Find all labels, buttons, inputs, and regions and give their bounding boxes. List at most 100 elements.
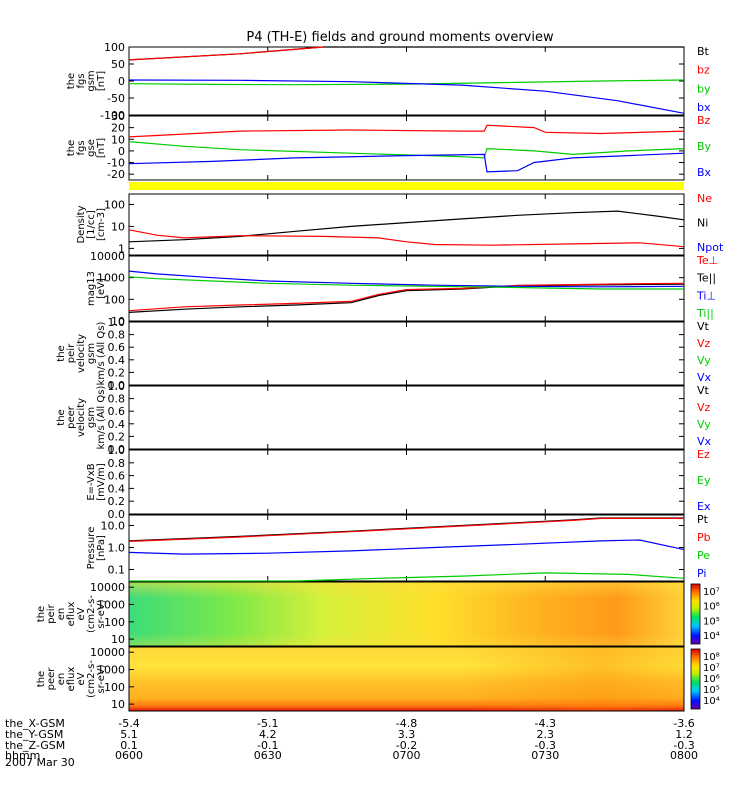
y-axis-label-line: the (36, 606, 47, 622)
y-axis-label-line: (cm2-s- (86, 660, 97, 698)
x-axis-value: 5.1 (120, 728, 138, 741)
y-tick-label: 0.8 (108, 393, 126, 406)
colorbar-tick-label: 10⁵ (703, 616, 720, 627)
y-axis-label-line: en (56, 673, 67, 686)
panel-mag: 10000 1000 100 10 mag13 [eV] Te⊥ Te|| Ti⊥ Ti|| (86, 250, 718, 328)
y-axis-label-line: fgs (76, 73, 87, 88)
x-axis-row: the_Z-GSM 0.1 -0.1 -0.2 -0.3 -0.3 (5, 739, 695, 752)
series-line (128, 270, 685, 288)
colorbar-tick-label: 10⁷ (703, 587, 720, 598)
y-tick-label: 100 (104, 198, 125, 211)
series-line (128, 79, 685, 86)
y-tick-label: 0.0 (108, 443, 126, 456)
legend-item: Npot (697, 241, 724, 254)
y-tick-label: -100 (100, 109, 125, 122)
y-tick-label: 30 (111, 110, 125, 123)
x-axis-value: -4.3 (535, 717, 556, 730)
y-axis-label-line: fgs (76, 140, 87, 155)
colorbar-tick-label: 10⁵ (703, 685, 720, 696)
y-tick-label: 0.6 (108, 341, 126, 354)
x-axis-value: -3.6 (673, 717, 694, 730)
y-tick-label: 100 (104, 41, 125, 54)
y-tick-label: 10000 (90, 250, 125, 263)
y-tick-label: 0.0 (108, 508, 126, 521)
legend-item: Vx (697, 371, 712, 384)
y-tick-label: 0.8 (108, 329, 126, 342)
x-axis-value: -0.2 (396, 739, 417, 752)
y-tick-label: 0.8 (108, 457, 126, 470)
y-tick-label: 50 (111, 58, 125, 71)
legend-item: Te⊥ (696, 254, 718, 267)
chart-title: P4 (TH-E) fields and ground moments over… (246, 30, 554, 45)
x-axis-row-label: hhmm (5, 749, 40, 762)
y-axis-label-line: [nT] (96, 138, 107, 158)
legend-item: Ni (697, 217, 708, 230)
x-axis-value: 3.3 (398, 728, 416, 741)
y-tick-label: 0.4 (108, 354, 126, 367)
y-axis-label-line: eflux (66, 602, 77, 627)
y-axis-label-line: peer (66, 405, 77, 429)
y-axis-label-line: peer (46, 667, 57, 691)
y-tick-label: 0.6 (108, 405, 126, 418)
series-line (128, 124, 685, 138)
date-label: 2007 Mar 30 (5, 756, 75, 769)
y-axis-label-line: mag13 (86, 271, 97, 306)
y-axis-label-line: eflux (66, 667, 77, 692)
y-axis-label-line: [nT] (96, 71, 107, 91)
legend-item: Vt (697, 384, 710, 397)
legend-item: Vx (697, 435, 712, 448)
y-axis-label-line: the (66, 140, 77, 156)
x-axis-row: hhmm 0600 0630 0700 0730 0800 (5, 749, 698, 762)
x-axis-value: -0.3 (673, 739, 694, 752)
x-axis-value: 1.2 (675, 728, 693, 741)
y-tick-label: 10 (111, 220, 125, 233)
y-axis-label-line: velocity (76, 398, 87, 437)
x-axis-value: 0730 (531, 749, 559, 762)
y-axis-label-line: (cm2-s- (86, 595, 97, 633)
panel-frame (128, 514, 685, 582)
y-axis-label-line: Pressure (86, 527, 97, 570)
panel-pressure: 10.0 1.0 0.1 Pressure [nPa] Pt Pb Pe Pi (86, 513, 711, 582)
series-line (128, 517, 684, 542)
y-tick-label: -10 (107, 157, 125, 170)
y-tick-label: 0.2 (108, 366, 126, 379)
series-line (128, 283, 685, 313)
y-tick-label: -20 (107, 168, 125, 181)
y-axis-label-line: [nPa] (96, 535, 107, 561)
legend-item: By (697, 140, 712, 153)
legend-item: Vy (697, 354, 711, 367)
x-axis-value: -4.8 (396, 717, 417, 730)
y-tick-label: 1000 (97, 664, 125, 677)
y-axis-label-line: the (36, 671, 47, 687)
legend-item: Ez (697, 448, 710, 461)
y-axis-label-line: Density (76, 205, 87, 243)
x-axis-value: 2.3 (537, 728, 555, 741)
y-tick-label: 10000 (90, 646, 125, 659)
legend-item: Ti⊥ (696, 289, 716, 302)
y-tick-label: 1 (118, 242, 125, 255)
y-tick-label: 1.0 (108, 380, 126, 393)
y-tick-label: 0.2 (108, 495, 126, 508)
y-axis-label-line: [cm-3] (96, 208, 107, 241)
y-axis-label-line: gse (86, 139, 97, 157)
legend-item: Ne (697, 192, 712, 205)
y-tick-label: 1.0 (108, 541, 126, 554)
y-tick-label: 0 (118, 75, 125, 88)
y-axis-label-line: [mV/m] (96, 463, 107, 501)
y-tick-label: 0.1 (108, 563, 126, 576)
colorbar-tick-label: 10⁸ (703, 652, 720, 663)
series-line (128, 539, 685, 555)
spectrogram-peer-en: 10000 1000 100 10 the peer en eflux eV (cm2-s-sr-… (36, 646, 720, 712)
y-tick-label: 0.2 (108, 430, 126, 443)
y-tick-label: 1000 (97, 599, 125, 612)
legend-item: by (697, 82, 711, 95)
colorbar (690, 648, 701, 710)
x-axis-value: 0600 (115, 749, 143, 762)
y-axis-label-line: the (66, 73, 77, 89)
y-tick-label: 10 (111, 698, 125, 711)
y-axis-label-line: E=-VxB (86, 463, 97, 500)
x-axis-value: -5.4 (118, 717, 139, 730)
